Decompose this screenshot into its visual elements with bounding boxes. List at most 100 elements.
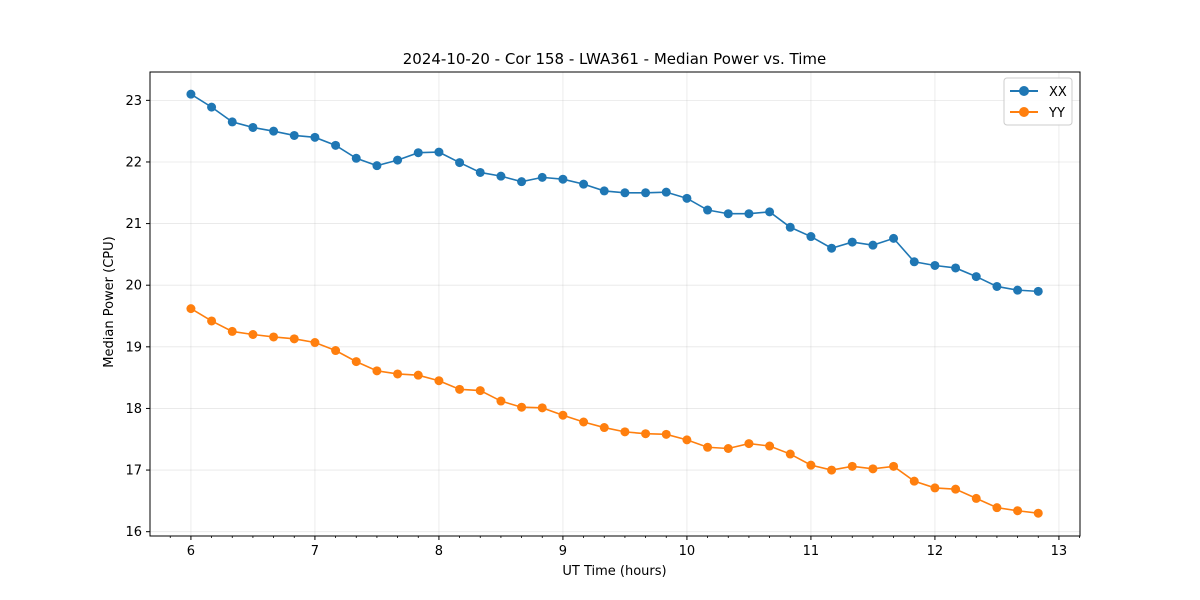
x-tick-label: 9 xyxy=(559,544,567,559)
data-point-xx xyxy=(537,172,547,182)
data-point-xx xyxy=(847,237,857,247)
data-point-yy xyxy=(827,465,837,475)
data-point-yy xyxy=(393,369,403,379)
data-point-xx xyxy=(413,148,423,158)
x-tick-label: 11 xyxy=(803,544,820,559)
data-point-xx xyxy=(372,161,382,171)
data-point-xx xyxy=(682,193,692,203)
data-point-yy xyxy=(331,346,341,356)
data-point-xx xyxy=(785,222,795,232)
legend-yy-marker xyxy=(1019,107,1029,117)
data-point-yy xyxy=(806,460,816,470)
data-point-yy xyxy=(537,403,547,413)
data-point-xx xyxy=(806,232,816,242)
y-tick-label: 18 xyxy=(125,402,142,417)
data-point-yy xyxy=(930,483,940,493)
data-point-yy xyxy=(765,441,775,451)
data-point-yy xyxy=(579,417,589,427)
data-point-yy xyxy=(1033,508,1043,518)
data-point-xx xyxy=(992,281,1002,291)
y-tick-label: 20 xyxy=(125,279,142,294)
data-point-xx xyxy=(393,155,403,165)
legend: XX YY xyxy=(1003,77,1073,126)
data-point-xx xyxy=(496,171,506,181)
data-point-xx xyxy=(269,126,279,136)
chart-title: 2024-10-20 - Cor 158 - LWA361 - Median P… xyxy=(403,50,827,68)
data-point-xx xyxy=(661,187,671,197)
y-tick-label: 23 xyxy=(125,94,142,109)
data-point-yy xyxy=(703,442,713,452)
data-point-xx xyxy=(703,205,713,215)
data-point-yy xyxy=(475,386,485,396)
x-tick-label: 7 xyxy=(311,544,319,559)
data-point-yy xyxy=(599,423,609,433)
data-point-yy xyxy=(207,316,217,326)
x-tick-label: 13 xyxy=(1051,544,1068,559)
x-axis-label: UT Time (hours) xyxy=(562,564,666,579)
y-axis-label: Median Power (CPU) xyxy=(102,236,117,367)
data-point-xx xyxy=(620,188,630,198)
data-point-xx xyxy=(951,263,961,273)
data-point-xx xyxy=(351,153,361,163)
data-point-xx xyxy=(558,174,568,184)
y-tick-label: 19 xyxy=(125,340,142,355)
plot-area-frame xyxy=(149,71,1081,537)
data-point-xx xyxy=(186,89,196,99)
series-layer xyxy=(186,89,1043,518)
data-point-yy xyxy=(413,370,423,380)
data-point-yy xyxy=(289,334,299,344)
data-point-xx xyxy=(889,233,899,243)
data-point-yy xyxy=(785,449,795,459)
legend-xx-marker xyxy=(1019,86,1029,96)
x-tick-label: 10 xyxy=(679,544,696,559)
data-point-yy xyxy=(744,439,754,449)
y-tick-label: 17 xyxy=(125,464,142,479)
data-point-xx xyxy=(971,272,981,282)
axes: 6 7 8 9 10 11 12 13 16 17 18 19 20 21 22 23 xyxy=(125,94,1080,559)
data-point-xx xyxy=(289,130,299,140)
data-point-yy xyxy=(558,410,568,420)
data-point-yy xyxy=(517,402,527,412)
data-point-yy xyxy=(951,484,961,494)
data-point-yy xyxy=(889,461,899,471)
data-point-yy xyxy=(227,326,237,336)
data-point-yy xyxy=(909,476,919,486)
data-point-xx xyxy=(248,122,258,132)
data-point-yy xyxy=(620,427,630,437)
data-point-yy xyxy=(992,503,1002,513)
y-tick-label: 21 xyxy=(125,217,142,232)
data-point-xx xyxy=(599,186,609,196)
data-point-yy xyxy=(496,396,506,406)
data-point-yy xyxy=(269,332,279,342)
data-point-yy xyxy=(455,384,465,394)
data-point-xx xyxy=(475,167,485,177)
data-point-yy xyxy=(351,357,361,367)
data-point-yy xyxy=(186,304,196,314)
data-point-yy xyxy=(661,429,671,439)
data-point-xx xyxy=(744,209,754,219)
data-point-yy xyxy=(248,330,258,340)
data-point-xx xyxy=(1013,285,1023,295)
data-point-xx xyxy=(455,158,465,168)
y-tick-label: 16 xyxy=(125,525,142,540)
data-point-xx xyxy=(579,179,589,189)
data-point-yy xyxy=(868,464,878,474)
data-point-xx xyxy=(227,117,237,127)
y-tick-label: 22 xyxy=(125,155,142,170)
data-point-xx xyxy=(723,209,733,219)
data-point-yy xyxy=(641,429,651,439)
data-point-yy xyxy=(682,435,692,445)
data-point-xx xyxy=(517,177,527,187)
data-point-xx xyxy=(930,260,940,270)
data-point-yy xyxy=(971,493,981,503)
data-point-xx xyxy=(434,147,444,157)
x-tick-label: 12 xyxy=(927,544,944,559)
x-tick-label: 8 xyxy=(435,544,443,559)
x-tick-label: 6 xyxy=(187,544,195,559)
data-point-xx xyxy=(207,102,217,112)
legend-xx-label: XX xyxy=(1049,85,1067,100)
data-point-xx xyxy=(827,243,837,253)
data-point-yy xyxy=(847,461,857,471)
data-point-yy xyxy=(310,338,320,348)
